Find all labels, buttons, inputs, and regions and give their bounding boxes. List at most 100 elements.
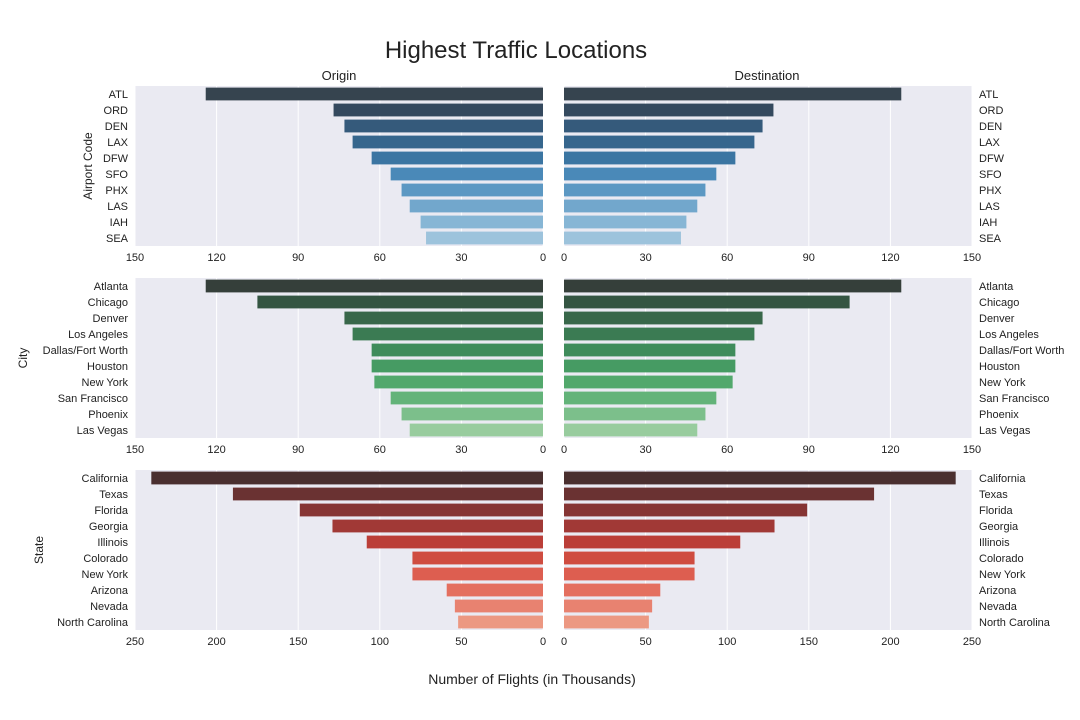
bar (564, 215, 687, 229)
x-tick-label: 250 (126, 636, 144, 648)
x-tick-label: 30 (639, 252, 651, 264)
bar (454, 599, 543, 613)
bar (352, 327, 543, 341)
category-label: California (979, 473, 1026, 485)
bar (420, 215, 543, 229)
bar (344, 311, 543, 325)
x-tick-label: 60 (374, 444, 386, 456)
x-tick-label: 150 (800, 636, 818, 648)
x-tick-label: 150 (289, 636, 307, 648)
bar (564, 551, 695, 565)
x-tick-label: 0 (540, 252, 546, 264)
bar (344, 119, 543, 133)
bar (564, 583, 661, 597)
category-label: Denver (93, 313, 129, 325)
category-label: Nevada (979, 601, 1018, 613)
category-label: New York (82, 377, 129, 389)
y-axis-label: City (16, 348, 30, 369)
category-label: Houston (979, 361, 1020, 373)
category-label: DEN (979, 121, 1002, 133)
category-label: LAX (107, 137, 128, 149)
bar (446, 583, 543, 597)
bar (412, 567, 543, 581)
bar (564, 487, 875, 501)
category-label: Los Angeles (979, 329, 1039, 341)
category-label: Phoenix (979, 409, 1019, 421)
category-label: LAS (107, 201, 128, 213)
bar (232, 487, 544, 501)
y-axis-label: State (32, 536, 46, 564)
x-tick-label: 120 (881, 252, 899, 264)
category-label: Dallas/Fort Worth (43, 345, 128, 357)
bar (564, 295, 850, 309)
bar (564, 375, 733, 389)
category-label: Chicago (979, 297, 1019, 309)
category-label: Phoenix (88, 409, 128, 421)
bar (257, 295, 543, 309)
category-label: ATL (109, 89, 128, 101)
x-tick-label: 90 (292, 444, 304, 456)
bar (205, 279, 543, 293)
bar (564, 199, 698, 213)
x-tick-label: 0 (540, 636, 546, 648)
panel-0: 150 120 90 60 30 0 ATL ORD DEN LAX DFW SFO PHX LAS IAH… (81, 86, 546, 264)
x-tick-label: 0 (561, 252, 567, 264)
bar (352, 135, 543, 149)
x-tick-label: 30 (455, 252, 467, 264)
bar (564, 151, 736, 165)
category-label: SEA (106, 233, 129, 245)
category-label: DFW (979, 153, 1005, 165)
bar (374, 375, 543, 389)
x-tick-label: 150 (963, 252, 981, 264)
bar (371, 359, 543, 373)
category-label: PHX (105, 185, 128, 197)
category-label: SFO (979, 169, 1002, 181)
category-label: North Carolina (979, 617, 1051, 629)
x-tick-label: 120 (881, 444, 899, 456)
bar (299, 503, 543, 517)
bar (564, 615, 649, 629)
bar (564, 567, 695, 581)
category-label: Atlanta (979, 281, 1014, 293)
category-label: Chicago (88, 297, 128, 309)
category-label: Illinois (979, 537, 1010, 549)
bar (390, 167, 543, 181)
bar (401, 407, 543, 421)
chart-title: Highest Traffic Locations (385, 37, 647, 64)
x-tick-label: 150 (963, 444, 981, 456)
category-label: New York (979, 569, 1026, 581)
category-label: Las Vegas (77, 425, 129, 437)
bar (564, 135, 755, 149)
category-label: ORD (104, 105, 129, 117)
category-label: SEA (979, 233, 1002, 245)
x-tick-label: 120 (207, 252, 225, 264)
x-tick-label: 120 (207, 444, 225, 456)
bar (564, 407, 706, 421)
category-label: Georgia (979, 521, 1019, 533)
category-label: Nevada (90, 601, 129, 613)
x-tick-label: 0 (561, 636, 567, 648)
category-label: New York (82, 569, 129, 581)
bar (564, 119, 763, 133)
category-label: ORD (979, 105, 1004, 117)
category-label: PHX (979, 185, 1002, 197)
bar (564, 599, 653, 613)
category-label: Denver (979, 313, 1015, 325)
bar (333, 103, 543, 117)
category-label: IAH (110, 217, 128, 229)
bar (401, 183, 543, 197)
panel-4: 250 200 150 100 50 0 California Texas Florida Geo… (32, 470, 546, 648)
category-label: San Francisco (979, 393, 1049, 405)
x-tick-label: 30 (639, 444, 651, 456)
bar (332, 519, 543, 533)
panel-1: 0 30 60 90 120 150 ATL ORD DEN LAX DFW SFO PHX LAS IAH… (561, 86, 1005, 264)
bar (564, 183, 706, 197)
bar (564, 359, 736, 373)
bar (564, 535, 741, 549)
category-label: LAX (979, 137, 1000, 149)
bar (564, 87, 902, 101)
x-tick-label: 150 (126, 444, 144, 456)
x-tick-label: 90 (803, 444, 815, 456)
bar (564, 231, 681, 245)
category-label: Florida (94, 505, 129, 517)
